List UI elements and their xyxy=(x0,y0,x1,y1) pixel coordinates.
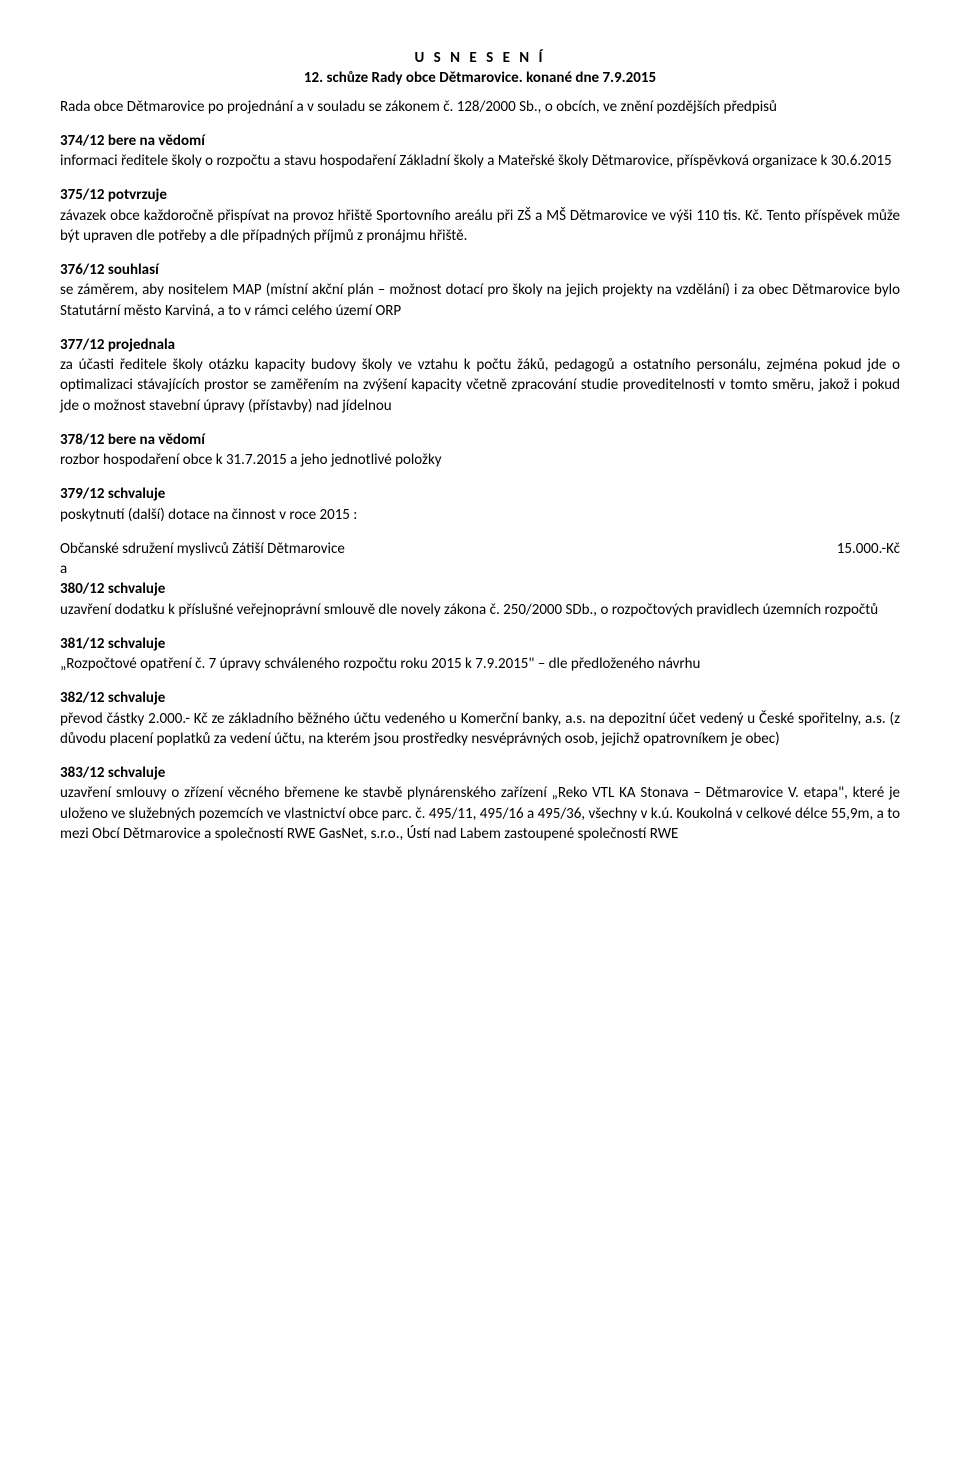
section-376: 376/12 souhlasí se záměrem, aby nositele… xyxy=(60,260,900,321)
heading-375: 375/12 potvrzuje xyxy=(60,185,900,205)
section-381: 381/12 schvaluje „Rozpočtové opatření č.… xyxy=(60,634,900,675)
body-381: „Rozpočtové opatření č. 7 úpravy schvále… xyxy=(60,654,900,674)
heading-374: 374/12 bere na vědomí xyxy=(60,131,900,151)
body-383: uzavření smlouvy o zřízení věcného břeme… xyxy=(60,783,900,844)
body-380: uzavření dodatku k příslušné veřejnopráv… xyxy=(60,600,900,620)
heading-382: 382/12 schvaluje xyxy=(60,688,900,708)
body-378: rozbor hospodaření obce k 31.7.2015 a je… xyxy=(60,450,900,470)
heading-380: 380/12 schvaluje xyxy=(60,579,900,599)
section-375: 375/12 potvrzuje závazek obce každoročně… xyxy=(60,185,900,246)
heading-378: 378/12 bere na vědomí xyxy=(60,430,900,450)
body-374: informaci ředitele školy o rozpočtu a st… xyxy=(60,151,900,171)
grant-amount: 15.000.-Kč xyxy=(837,539,900,559)
body-375: závazek obce každoročně přispívat na pro… xyxy=(60,206,900,247)
heading-377: 377/12 projednala xyxy=(60,335,900,355)
connector-a: a xyxy=(60,559,900,579)
section-383: 383/12 schvaluje uzavření smlouvy o zříz… xyxy=(60,763,900,844)
document-title: U S N E S E N Í 12. schůze Rady obce Dět… xyxy=(60,48,900,89)
section-377: 377/12 projednala za účasti ředitele ško… xyxy=(60,335,900,416)
title-line-1: U S N E S E N Í xyxy=(60,48,900,68)
heading-376: 376/12 souhlasí xyxy=(60,260,900,280)
section-382: 382/12 schvaluje převod částky 2.000.- K… xyxy=(60,688,900,749)
section-378: 378/12 bere na vědomí rozbor hospodaření… xyxy=(60,430,900,471)
intro-paragraph: Rada obce Dětmarovice po projednání a v … xyxy=(60,97,900,117)
body-379: poskytnutí (další) dotace na činnost v r… xyxy=(60,505,900,525)
section-374: 374/12 bere na vědomí informaci ředitele… xyxy=(60,131,900,172)
grant-row: Občanské sdružení myslivců Zátiší Dětmar… xyxy=(60,539,900,559)
heading-381: 381/12 schvaluje xyxy=(60,634,900,654)
grant-org: Občanské sdružení myslivců Zátiší Dětmar… xyxy=(60,539,345,559)
heading-379: 379/12 schvaluje xyxy=(60,484,900,504)
section-379: 379/12 schvaluje poskytnutí (další) dota… xyxy=(60,484,900,620)
body-376: se záměrem, aby nositelem MAP (místní ak… xyxy=(60,280,900,321)
body-382: převod částky 2.000.- Kč ze základního b… xyxy=(60,709,900,750)
title-line-2: 12. schůze Rady obce Dětmarovice. konané… xyxy=(60,68,900,88)
heading-383: 383/12 schvaluje xyxy=(60,763,900,783)
body-377: za účasti ředitele školy otázku kapacity… xyxy=(60,355,900,416)
